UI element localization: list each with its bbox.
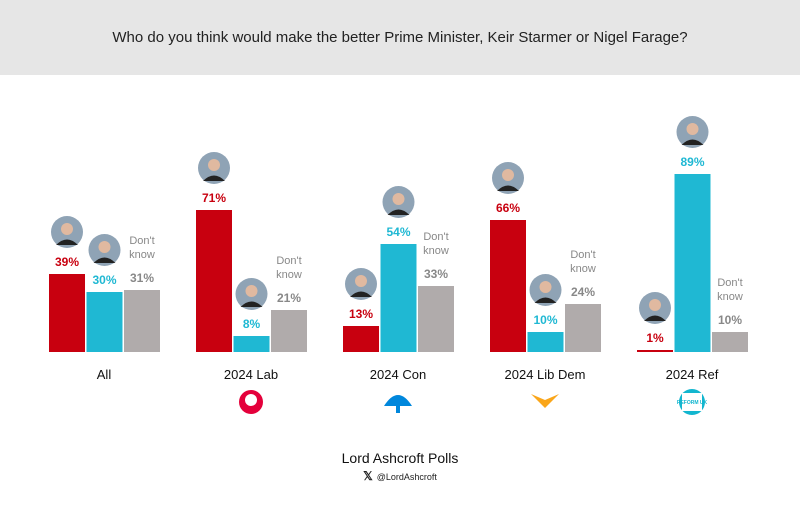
farage-avatar: [529, 274, 562, 306]
data-label: 54%: [386, 225, 410, 239]
dont-know-label: know: [276, 269, 302, 281]
x-logo-icon: 𝕏: [363, 469, 373, 483]
dont-know-label: Don't: [570, 249, 595, 261]
data-label: 8%: [243, 317, 261, 331]
labour-rose-icon: [239, 390, 263, 414]
category-label: 2024 Lib Dem: [505, 367, 586, 382]
category-label: 2024 Con: [370, 367, 426, 382]
dont-know-label: Don't: [423, 231, 448, 243]
data-label: 89%: [680, 155, 704, 169]
bar-1-3: [527, 332, 564, 352]
handle-text: @LordAshcroft: [376, 472, 437, 482]
starmer-avatar: [51, 216, 83, 248]
starmer-avatar: [492, 162, 524, 194]
dont-know-label: know: [423, 245, 449, 257]
bar-1-2: [380, 244, 417, 352]
bar-0-4: [637, 350, 673, 352]
data-label: 39%: [55, 255, 79, 269]
conservative-tree-icon: [384, 395, 412, 413]
bar-2-2: [418, 286, 454, 352]
footer: Lord Ashcroft Polls 𝕏 @LordAshcroft: [0, 450, 800, 483]
bar-chart: 39% 30% 31% Don't know All 71% 8% 21% Don't know 20…: [49, 116, 748, 415]
bar-1-0: [86, 292, 123, 352]
farage-avatar: [676, 116, 709, 148]
data-label: 66%: [496, 201, 520, 215]
bar-2-3: [565, 304, 601, 352]
bar-0-3: [490, 220, 526, 352]
bar-0-1: [196, 210, 232, 352]
category-label: 2024 Ref: [666, 367, 719, 382]
dont-know-label: know: [717, 291, 743, 303]
brand-name: Lord Ashcroft Polls: [341, 450, 459, 466]
category-label: All: [97, 367, 112, 382]
libdem-bird-icon: [531, 394, 559, 408]
starmer-avatar: [198, 152, 230, 184]
reform-uk-icon: REFORM UK: [677, 389, 708, 415]
dont-know-label: Don't: [717, 277, 742, 289]
data-label: 24%: [571, 285, 595, 299]
farage-avatar: [88, 234, 121, 266]
data-label: 31%: [130, 271, 154, 285]
data-label: 30%: [92, 273, 116, 287]
data-label: 21%: [277, 291, 301, 305]
bar-1-4: [674, 174, 711, 352]
data-label: 1%: [646, 331, 664, 345]
bar-1-1: [233, 336, 270, 352]
farage-avatar: [235, 278, 268, 310]
data-label: 10%: [533, 313, 557, 327]
data-label: 33%: [424, 267, 448, 281]
dont-know-label: Don't: [276, 255, 301, 267]
bar-2-1: [271, 310, 307, 352]
twitter-handle: 𝕏 @LordAshcroft: [0, 469, 800, 483]
bar-0-0: [49, 274, 85, 352]
dont-know-label: know: [570, 263, 596, 275]
bar-2-0: [124, 290, 160, 352]
svg-text:REFORM UK: REFORM UK: [677, 400, 708, 406]
farage-avatar: [382, 186, 415, 218]
data-label: 10%: [718, 313, 742, 327]
data-label: 13%: [349, 307, 373, 321]
bar-2-4: [712, 332, 748, 352]
chart-title: Who do you think would make the better P…: [0, 0, 800, 75]
data-label: 71%: [202, 191, 226, 205]
bar-0-2: [343, 326, 379, 352]
starmer-avatar: [345, 268, 377, 300]
category-label: 2024 Lab: [224, 367, 278, 382]
dont-know-label: know: [129, 249, 155, 261]
dont-know-label: Don't: [129, 235, 154, 247]
starmer-avatar: [639, 292, 671, 324]
